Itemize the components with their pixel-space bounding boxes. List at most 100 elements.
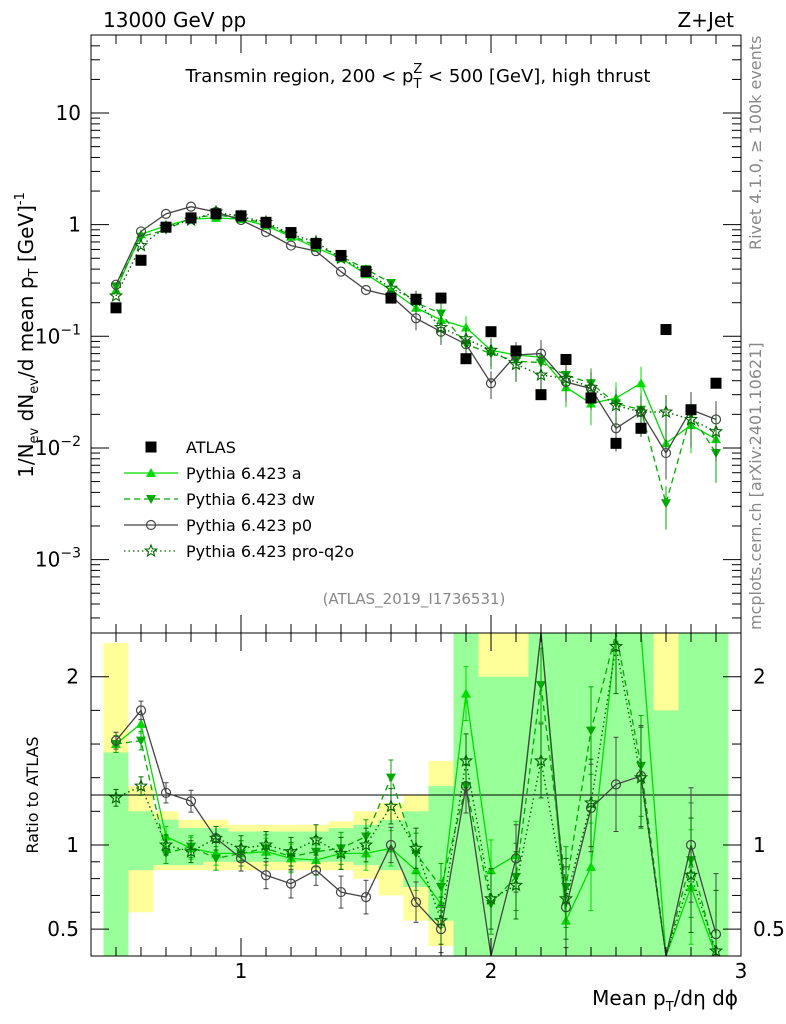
x-tick-label: 3: [735, 959, 748, 983]
atlas-data-point: [260, 216, 272, 228]
pythia-dw-ratio-marker: [536, 681, 546, 691]
atlas-data-point: [210, 208, 222, 220]
header-left-label: 13000 GeV pp: [103, 8, 246, 32]
pythia-dw-marker: [436, 309, 446, 319]
pythia-p0-marker: [135, 226, 147, 237]
main-y-axis-label: 1/Nev dNev/d mean pT [GeV]-1: [13, 192, 42, 478]
pythia-pro-q2o-ratio-marker: [458, 753, 474, 767]
pythia-p0-ratio-marker: [335, 886, 347, 898]
pythia-pro-q2o-marker: [458, 331, 474, 345]
atlas-data-point: [560, 353, 572, 365]
pythia-p0-ratio-marker: [385, 839, 397, 851]
pythia-pro-q2o-marker: [108, 288, 124, 303]
pythia-p0-ratio-marker: [310, 865, 322, 876]
pythia-dw-ratio-marker: [436, 883, 446, 893]
pythia-pro-q2o-ratio-marker: [558, 891, 574, 905]
atlas-series: [110, 208, 722, 449]
main-axis-ticks: 10 1 10−1 10−2 10−3: [35, 34, 742, 633]
atlas-data-point: [485, 326, 497, 338]
pythia-p0-marker: [285, 240, 297, 251]
pythia-pro-q2o-marker: [558, 370, 574, 385]
pythia-pro-q2o-ratio-marker: [583, 795, 599, 810]
pythia-pro-q2o-marker: [133, 238, 149, 252]
legend-marker-pythia-p0: [145, 519, 157, 531]
ratio-band-inner: [653, 710, 679, 956]
pythia-pro-q2o-ratio-marker: [308, 832, 324, 847]
pythia-pro-q2o-ratio-marker: [158, 837, 174, 851]
legend-label-pythia-dw: Pythia 6.423 dw: [186, 490, 315, 509]
pythia-pro-q2o-marker: [633, 404, 649, 418]
pythia-pro-q2o-ratio-marker: [608, 638, 624, 653]
atlas-data-point: [660, 324, 672, 336]
atlas-data-point: [360, 266, 372, 278]
atlas-data-point: [385, 292, 397, 304]
pythia-pro-q2o-ratio-marker: [133, 778, 149, 793]
legend-item-pythia-dw: Pythia 6.423 dw: [124, 490, 315, 509]
pythia-a-line: [115, 217, 717, 445]
legend-label-atlas: ATLAS: [186, 438, 236, 457]
pythia-dw-ratio-marker: [386, 773, 396, 783]
pythia-a-series: [111, 212, 721, 470]
atlas-data-point: [135, 254, 147, 266]
main-panel: 10 1 10−1 10−2 10−3 Transmin region, 200 < p…: [13, 34, 742, 634]
x-tick-label: 2: [485, 959, 498, 983]
pythia-pro-q2o-marker: [658, 404, 674, 418]
legend-marker-atlas: [145, 441, 157, 453]
atlas-data-point: [310, 237, 322, 249]
main-y-tick-label: 10−3: [35, 546, 81, 572]
pythia-pro-q2o-ratio-marker: [533, 753, 549, 767]
pythia-pro-q2o-ratio-marker: [483, 891, 499, 905]
pythia-p0-marker: [185, 201, 197, 212]
ratio-panel: 1 2 30.5 0.51 12 2 Ratio to ATLAS Mean pT/dη …: [23, 632, 785, 1015]
mcplots-label: mcplots.cern.ch [arXiv:2401.10621]: [746, 342, 765, 630]
pythia-p0-ratio-marker: [135, 705, 147, 716]
pythia-a-ratio-marker: [461, 688, 471, 698]
ratio-y-tick-label-right: 2: [753, 665, 766, 689]
pythia-p0-ratio-marker: [110, 735, 122, 746]
pythia-p0-marker: [335, 266, 347, 277]
pythia-pro-q2o-ratio-marker: [233, 840, 249, 855]
main-y-tick-label: 10−1: [35, 322, 81, 348]
legend-label-pythia-p0: Pythia 6.423 p0: [186, 516, 312, 535]
ratio-y-tick-label-right: 0.5: [753, 917, 785, 941]
main-series-group: [108, 201, 724, 530]
pythia-pro-q2o-marker: [533, 367, 549, 382]
ratio-y-axis-label: Ratio to ATLAS: [23, 736, 42, 853]
pythia-pro-q2o-marker: [683, 412, 699, 426]
atlas-data-point: [285, 227, 297, 239]
pythia-pro-q2o-ratio-marker: [358, 837, 374, 851]
pythia-pro-q2o-series: [108, 204, 724, 462]
legend-marker-pythia-pro-q2o: [143, 543, 159, 558]
ratio-axis-ticks: 1 2 30.5 0.51 12 2: [47, 633, 785, 983]
atlas-data-point: [235, 210, 247, 222]
pythia-pro-q2o-marker: [483, 342, 499, 357]
atlas-data-point: [335, 249, 347, 261]
atlas-data-point: [510, 345, 522, 357]
atlas-data-point: [185, 212, 197, 224]
pythia-pro-q2o-ratio-marker: [208, 830, 224, 845]
atlas-data-point: [685, 404, 697, 416]
pythia-pro-q2o-marker: [708, 424, 724, 438]
ratio-y-tick-label: 0.5: [47, 917, 79, 941]
pythia-pro-q2o-ratio-marker: [183, 844, 199, 858]
pythia-pro-q2o-ratio-marker: [408, 840, 424, 855]
pythia-pro-q2o-ratio-marker: [108, 790, 124, 804]
pythia-a-ratio-marker: [136, 718, 146, 728]
atlas-data-point: [460, 353, 472, 365]
pythia-p0-marker: [660, 447, 672, 459]
pythia-dw-ratio-marker: [586, 726, 596, 736]
pythia-p0-ratio-marker: [410, 897, 422, 908]
x-tick-label: 1: [235, 959, 248, 983]
x-axis-label: Mean pT/dη dϕ: [592, 986, 738, 1015]
pythia-pro-q2o-ratio-marker: [683, 867, 699, 882]
pythia-p0-ratio-marker: [360, 892, 372, 903]
pythia-p0-ratio-marker: [185, 796, 197, 807]
legend-label-pythia-a: Pythia 6.423 a: [186, 464, 302, 483]
pythia-pro-q2o-ratio-series: [108, 632, 724, 957]
pythia-p0-marker: [535, 348, 547, 359]
ratio-y-tick-label-right: 1: [753, 833, 766, 857]
pythia-dw-marker: [111, 282, 121, 292]
pythia-p0-marker: [160, 208, 172, 219]
pythia-dw-ratio-marker: [211, 854, 221, 864]
